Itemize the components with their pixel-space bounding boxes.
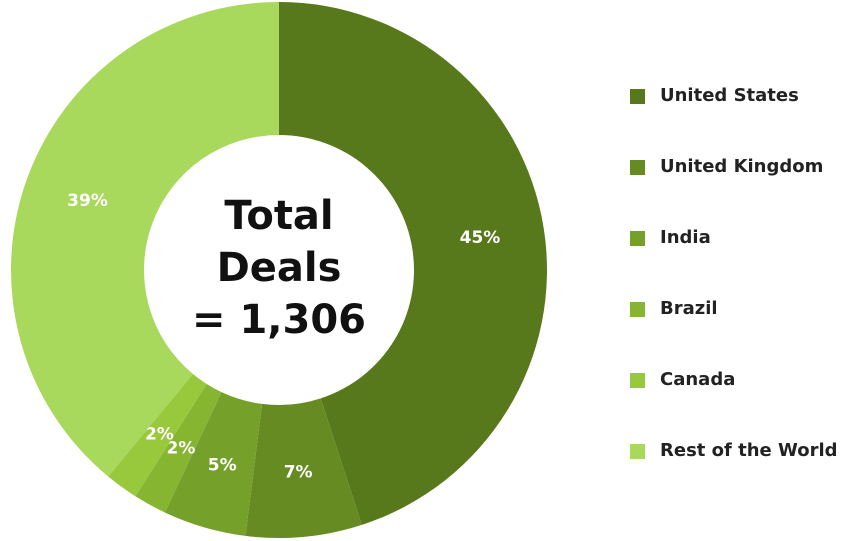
legend-swatch: [630, 373, 645, 388]
donut-slice: [10, 2, 280, 477]
legend-label: Brazil: [660, 298, 718, 319]
slice-label: 2%: [145, 425, 174, 445]
slice-label: 45%: [460, 228, 501, 248]
legend-swatch: [630, 231, 645, 246]
legend-label: Canada: [660, 369, 735, 390]
donut-slice: [279, 2, 547, 525]
donut-slice: [135, 383, 222, 513]
donut-slice: [164, 392, 263, 536]
legend-swatch: [630, 160, 645, 175]
donut-slice: [245, 398, 362, 538]
center-label: Deals: [217, 245, 342, 291]
legend-label: Rest of the World: [660, 440, 838, 461]
legend-swatch: [630, 444, 645, 459]
slice-label: 5%: [208, 455, 237, 475]
slice-label: 7%: [284, 463, 313, 483]
center-label: = 1,306: [192, 297, 366, 343]
donut-slice: [108, 374, 207, 497]
legend-label: India: [660, 227, 711, 248]
legend-label: United Kingdom: [660, 156, 823, 177]
center-label: Total: [224, 193, 333, 239]
slice-label: 39%: [67, 191, 108, 211]
slice-label: 2%: [167, 438, 196, 458]
legend-swatch: [630, 302, 645, 317]
legend-swatch: [630, 89, 645, 104]
legend-label: United States: [660, 85, 799, 106]
